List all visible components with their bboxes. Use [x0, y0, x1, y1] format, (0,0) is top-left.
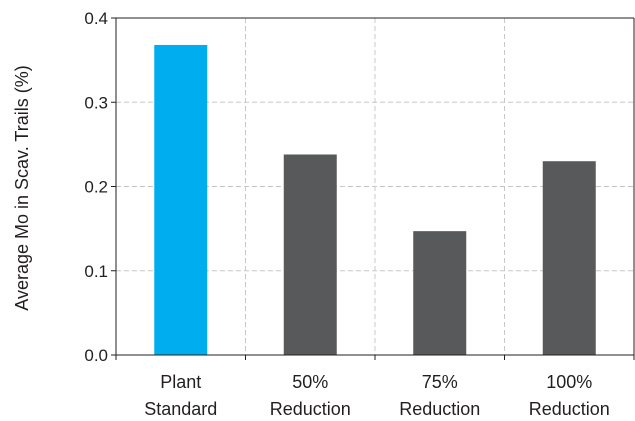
x-tick-label: Plant Standard — [144, 372, 217, 419]
x-tick-label-line: Reduction — [399, 399, 480, 419]
x-tick-label-line: Reduction — [270, 399, 351, 419]
y-tick-label: 0.2 — [84, 178, 108, 197]
x-tick-label-line: Plant — [160, 372, 201, 392]
bar — [542, 161, 596, 355]
y-tick-label: 0.3 — [84, 93, 108, 112]
x-tick-label-line: 75% — [422, 372, 458, 392]
y-tick-labels: 0.0 0.1 0.2 0.3 0.4 — [84, 9, 108, 365]
x-tick-label-line: 50% — [292, 372, 328, 392]
bar — [413, 231, 467, 355]
y-tick-label: 0.0 — [84, 346, 108, 365]
bars — [154, 44, 596, 356]
x-tick-label: 75% Reduction — [399, 372, 480, 419]
x-tick-label-line: Reduction — [529, 399, 610, 419]
x-tick-label-line: 100% — [546, 372, 592, 392]
y-tick-label: 0.4 — [84, 9, 108, 28]
x-tick-label: 100% Reduction — [529, 372, 610, 419]
x-tick-label: 50% Reduction — [270, 372, 351, 419]
bar — [283, 154, 337, 355]
x-tick-label-line: Standard — [144, 399, 217, 419]
bar — [154, 44, 208, 356]
axes — [111, 17, 635, 360]
y-axis-title: Average Mo in Scav. Trails (%) — [12, 65, 32, 310]
y-tick-label: 0.1 — [84, 262, 108, 281]
